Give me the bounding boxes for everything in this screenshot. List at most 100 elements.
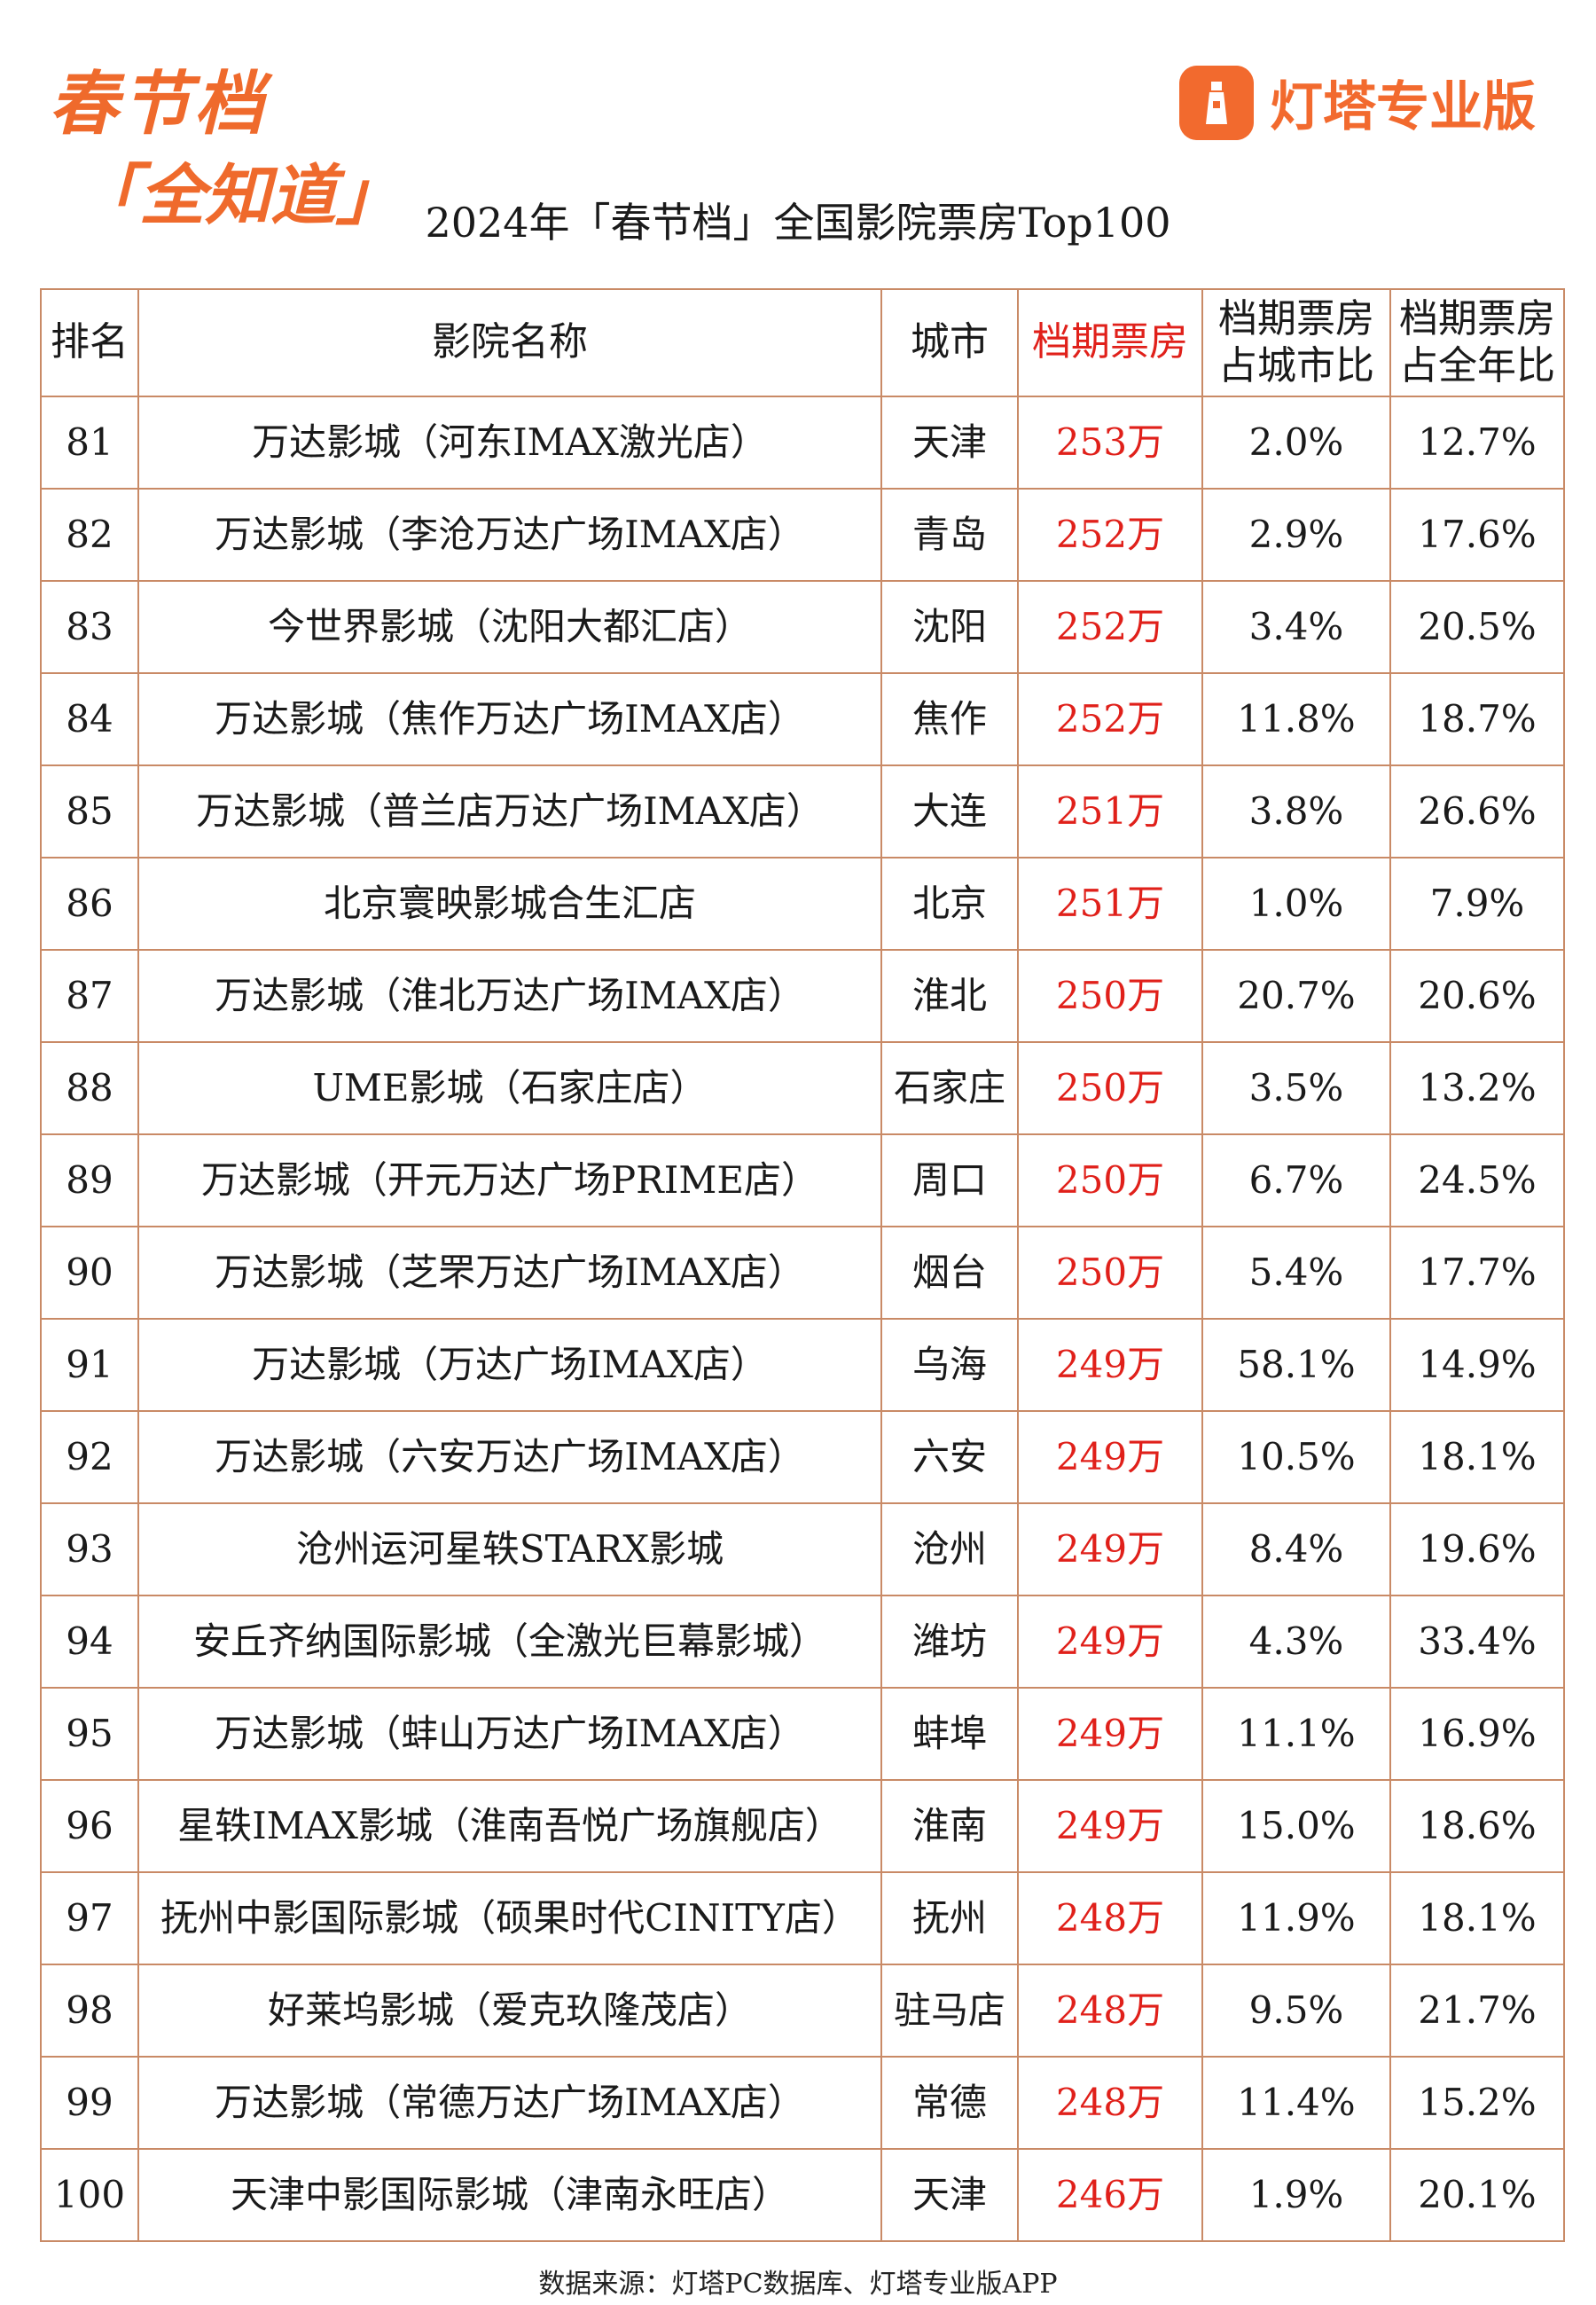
table-cell: 六安 (880, 1410, 1019, 1504)
table-row: 84 万达影城（焦作万达广场IMAX店） 焦作 252万 11.8% 18.7% (40, 672, 1565, 766)
table-cell: 18.1% (1389, 1410, 1565, 1504)
table-cell: 250万 (1017, 949, 1203, 1043)
table-cell: 249万 (1017, 1410, 1203, 1504)
table-cell: 24.5% (1389, 1133, 1565, 1227)
table-cell: 抚州 (880, 1871, 1019, 1965)
column-header: 影院名称 (137, 288, 882, 397)
table-cell: 253万 (1017, 396, 1203, 490)
table-body: 81 万达影城（河东IMAX激光店） 天津 253万 2.0% 12.7% 82 万达影城（李… (40, 396, 1565, 2242)
table-row: 83 今世界影城（沈阳大都汇店） 沈阳 252万 3.4% 20.5% (40, 580, 1565, 674)
table-row: 89 万达影城（开元万达广场PRIME店） 周口 250万 6.7% 24.5% (40, 1133, 1565, 1227)
table-cell: 5.4% (1201, 1226, 1391, 1320)
table-cell: 乌海 (880, 1318, 1019, 1412)
table-row: 88 UME影城（石家庄店） 石家庄 250万 3.5% 13.2% (40, 1041, 1565, 1135)
table-cell: 58.1% (1201, 1318, 1391, 1412)
table-cell: 3.5% (1201, 1041, 1391, 1135)
table-cell: 青岛 (880, 488, 1019, 582)
table-cell: 6.7% (1201, 1133, 1391, 1227)
table-cell: 99 (40, 2056, 139, 2150)
table-cell: 11.4% (1201, 2056, 1391, 2150)
table-cell: 2.9% (1201, 488, 1391, 582)
table-row: 96 星轶IMAX影城（淮南吾悦广场旗舰店） 淮南 249万 15.0% 18.6% (40, 1779, 1565, 1873)
header-row: 排名 影院名称 城市 档期票房 档期票房占城市比 档期票房占全年比 (40, 288, 1565, 397)
table-cell: 今世界影城（沈阳大都汇店） (137, 580, 882, 674)
table-row: 85 万达影城（普兰店万达广场IMAX店） 大连 251万 3.8% 26.6% (40, 764, 1565, 858)
table-cell: 91 (40, 1318, 139, 1412)
table-cell: 10.5% (1201, 1410, 1391, 1504)
table-row: 91 万达影城（万达广场IMAX店） 乌海 249万 58.1% 14.9% (40, 1318, 1565, 1412)
ranking-table: 排名 影院名称 城市 档期票房 档期票房占城市比 档期票房占全年比 81 万达影城（河东IM… (40, 288, 1565, 2242)
table-cell: 万达影城（焦作万达广场IMAX店） (137, 672, 882, 766)
table-cell: 9.5% (1201, 1964, 1391, 2058)
table-cell: 北京寰映影城合生汇店 (137, 857, 882, 951)
table-cell: 18.6% (1389, 1779, 1565, 1873)
table-cell: 249万 (1017, 1687, 1203, 1781)
table-cell: 天津中影国际影城（津南永旺店） (137, 2148, 882, 2242)
table-row: 90 万达影城（芝罘万达广场IMAX店） 烟台 250万 5.4% 17.7% (40, 1226, 1565, 1320)
table-cell: 沧州运河星轶STARX影城 (137, 1502, 882, 1596)
table-cell: 3.8% (1201, 764, 1391, 858)
table-cell: 249万 (1017, 1595, 1203, 1689)
table-row: 93 沧州运河星轶STARX影城 沧州 249万 8.4% 19.6% (40, 1502, 1565, 1596)
brand-name: 灯塔专业版 (1270, 76, 1536, 138)
table-cell: 淮北 (880, 949, 1019, 1043)
table-cell: 93 (40, 1502, 139, 1596)
table-cell: 万达影城（普兰店万达广场IMAX店） (137, 764, 882, 858)
table-cell: 1.9% (1201, 2148, 1391, 2242)
table-cell: 33.4% (1389, 1595, 1565, 1689)
table-cell: 96 (40, 1779, 139, 1873)
table-cell: 万达影城（李沧万达广场IMAX店） (137, 488, 882, 582)
table-row: 86 北京寰映影城合生汇店 北京 251万 1.0% 7.9% (40, 857, 1565, 951)
table-row: 92 万达影城（六安万达广场IMAX店） 六安 249万 10.5% 18.1% (40, 1410, 1565, 1504)
table-row: 97 抚州中影国际影城（硕果时代CINITY店） 抚州 248万 11.9% 18.1% (40, 1871, 1565, 1965)
column-header: 档期票房占城市比 (1201, 288, 1391, 397)
brand-icon (1179, 65, 1254, 140)
table-cell: 250万 (1017, 1041, 1203, 1135)
table-cell: 97 (40, 1871, 139, 1965)
table-cell: 20.5% (1389, 580, 1565, 674)
table-cell: 18.7% (1389, 672, 1565, 766)
table-cell: 天津 (880, 2148, 1019, 2242)
table-cell: 4.3% (1201, 1595, 1391, 1689)
brand: 灯塔专业版 (1179, 64, 1536, 141)
table-cell: 94 (40, 1595, 139, 1689)
table-cell: 北京 (880, 857, 1019, 951)
table-cell: 100 (40, 2148, 139, 2242)
table-cell: 万达影城（万达广场IMAX店） (137, 1318, 882, 1412)
table-cell: 250万 (1017, 1133, 1203, 1227)
table-cell: 20.1% (1389, 2148, 1565, 2242)
table-cell: 万达影城（蚌山万达广场IMAX店） (137, 1687, 882, 1781)
table-cell: 12.7% (1389, 396, 1565, 490)
table-cell: 250万 (1017, 1226, 1203, 1320)
table-cell: 98 (40, 1964, 139, 2058)
table-cell: 蚌埠 (880, 1687, 1019, 1781)
table-row: 81 万达影城（河东IMAX激光店） 天津 253万 2.0% 12.7% (40, 396, 1565, 490)
table-cell: 抚州中影国际影城（硕果时代CINITY店） (137, 1871, 882, 1965)
table-cell: 周口 (880, 1133, 1019, 1227)
table-cell: 11.1% (1201, 1687, 1391, 1781)
table-cell: 249万 (1017, 1779, 1203, 1873)
table-cell: 沈阳 (880, 580, 1019, 674)
column-header: 城市 (880, 288, 1019, 397)
logo-line: 「全知道」 (74, 158, 402, 234)
table-cell: 15.0% (1201, 1779, 1391, 1873)
table-cell: 84 (40, 672, 139, 766)
table-cell: 1.0% (1201, 857, 1391, 951)
title: 2024年「春节档」全国影院票房Top100 (425, 199, 1171, 247)
table-cell: 246万 (1017, 2148, 1203, 2242)
table-cell: 3.4% (1201, 580, 1391, 674)
table-cell: 14.9% (1389, 1318, 1565, 1412)
table-cell: 万达影城（淮北万达广场IMAX店） (137, 949, 882, 1043)
table-cell: 248万 (1017, 2056, 1203, 2150)
table-cell: 89 (40, 1133, 139, 1227)
table-cell: 石家庄 (880, 1041, 1019, 1135)
table-cell: 251万 (1017, 857, 1203, 951)
table-cell: 7.9% (1389, 857, 1565, 951)
column-header: 档期票房 (1017, 288, 1203, 397)
table-cell: 83 (40, 580, 139, 674)
table-cell: 19.6% (1389, 1502, 1565, 1596)
table-cell: 淮南 (880, 1779, 1019, 1873)
table-cell: 95 (40, 1687, 139, 1781)
table-cell: 18.1% (1389, 1871, 1565, 1965)
